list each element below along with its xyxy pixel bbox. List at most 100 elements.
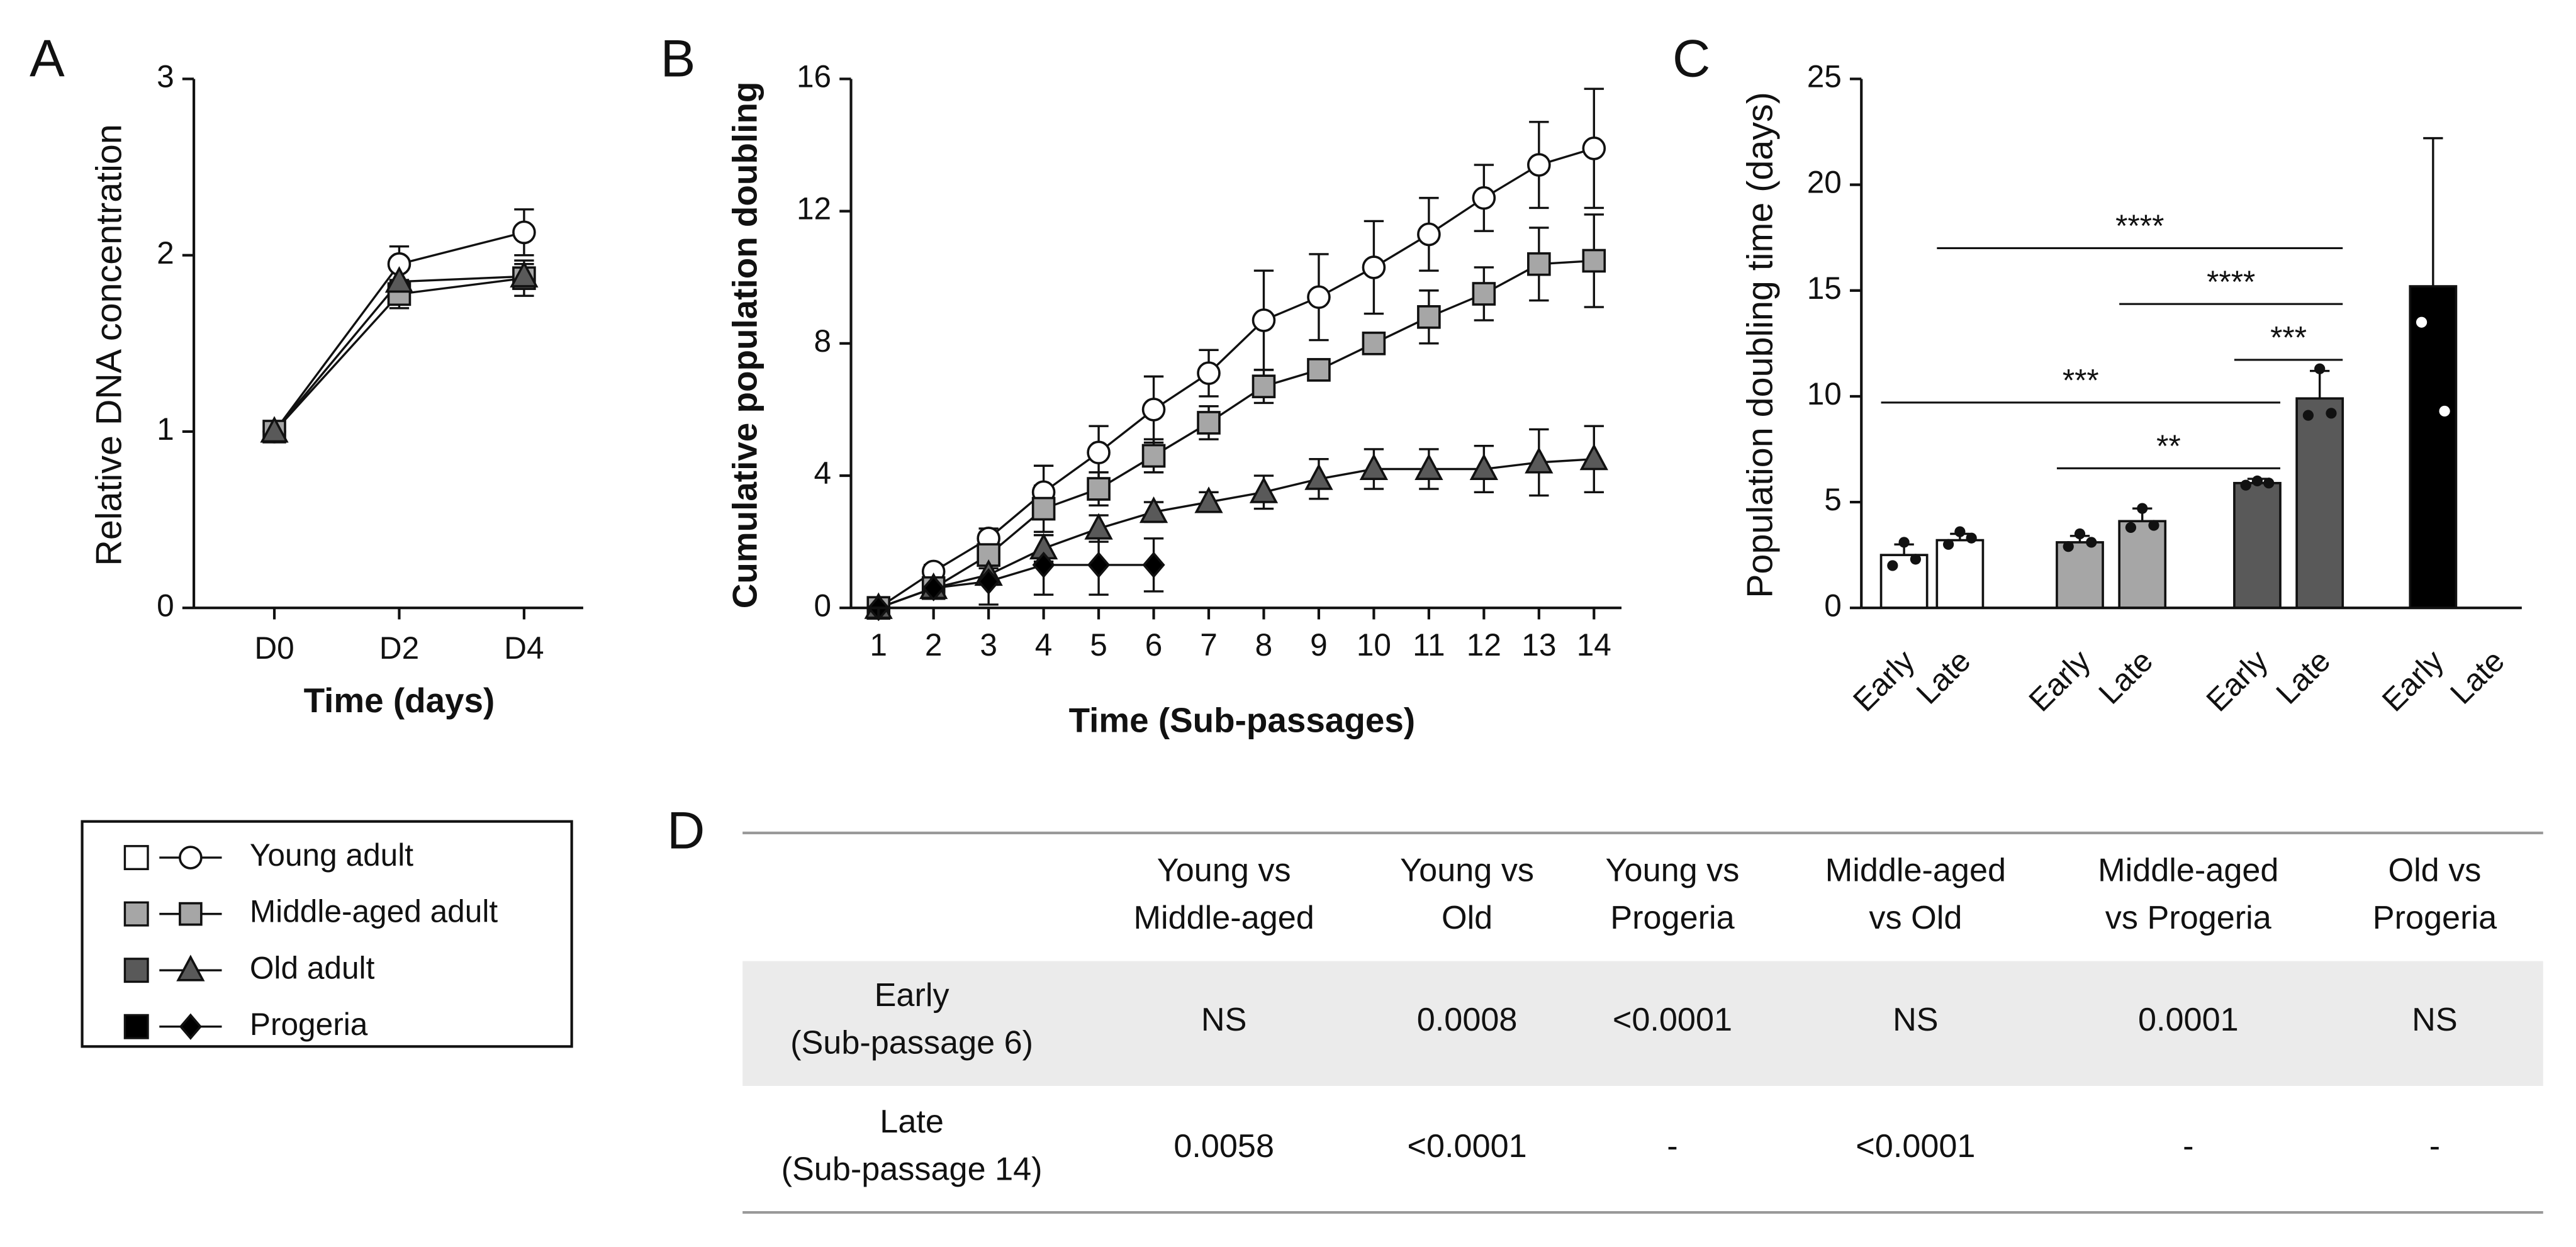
y-tick-label: 3 xyxy=(157,59,174,94)
marker xyxy=(1307,285,1331,310)
x-tick-label: 14 xyxy=(1577,627,1611,663)
data-point xyxy=(2063,541,2074,552)
column-header: Middle-aged xyxy=(1825,852,2006,888)
marker xyxy=(176,954,205,981)
table-row-shade xyxy=(742,961,2543,1086)
data-point xyxy=(1954,526,1966,537)
x-tick-label: 8 xyxy=(1255,627,1273,663)
data-point xyxy=(1898,537,1910,548)
x-tick-label: D4 xyxy=(504,630,544,666)
column-header: vs Old xyxy=(1869,900,1962,936)
y-tick-label: 0 xyxy=(1824,588,1842,623)
y-tick-label: 1 xyxy=(157,411,174,447)
data-point xyxy=(2251,475,2263,487)
y-tick-label: 2 xyxy=(157,235,174,271)
marker xyxy=(1525,447,1554,474)
marker xyxy=(1579,443,1608,471)
y-tick-label: 0 xyxy=(814,588,832,623)
bar xyxy=(2409,285,2458,610)
table-cell: NS xyxy=(1893,1002,1939,1038)
column-header: Progeria xyxy=(1610,900,1735,936)
x-tick-label: Late xyxy=(2269,643,2337,711)
marker xyxy=(512,220,536,245)
marker xyxy=(1527,153,1551,177)
marker xyxy=(1087,477,1111,501)
table-cell: 0.0001 xyxy=(2138,1002,2239,1038)
bar xyxy=(2118,520,2167,610)
data-point xyxy=(1942,539,1954,550)
x-tick-label: 3 xyxy=(980,627,997,663)
marker xyxy=(1084,513,1113,540)
error-bar xyxy=(2310,369,2330,399)
series-line xyxy=(878,564,1154,609)
data-point xyxy=(1910,554,1922,565)
marker xyxy=(179,902,203,926)
data-point xyxy=(2439,405,2450,417)
data-point xyxy=(2263,478,2275,489)
table-cell: - xyxy=(2183,1128,2193,1165)
bar xyxy=(2056,541,2104,610)
marker xyxy=(1359,453,1389,480)
x-tick-label: 10 xyxy=(1357,627,1391,663)
marker xyxy=(1141,444,1166,468)
data-point xyxy=(2326,408,2337,419)
marker xyxy=(1139,496,1168,523)
y-axis-label: Relative DNA concentration xyxy=(89,124,130,566)
x-tick-label: Late xyxy=(2092,643,2159,711)
column-header: Young vs xyxy=(1606,852,1740,888)
y-axis-label: Cumulative population doubling xyxy=(725,82,764,609)
y-tick-label: 20 xyxy=(1807,165,1842,200)
marker xyxy=(1141,398,1166,422)
error-bar xyxy=(2423,137,2443,287)
data-point xyxy=(2240,479,2251,491)
x-tick-label: 4 xyxy=(1035,627,1053,663)
column-header: vs Progeria xyxy=(2105,900,2272,936)
x-tick-label: 1 xyxy=(870,627,887,663)
bar xyxy=(1935,539,1985,610)
row-header: (Sub-passage 14) xyxy=(781,1151,1043,1188)
marker xyxy=(510,260,539,288)
legend-label: Progeria xyxy=(250,1007,368,1042)
marker xyxy=(1307,358,1331,382)
data-point xyxy=(2148,520,2159,531)
column-header: Old xyxy=(1442,900,1492,936)
data-point xyxy=(2137,503,2148,514)
marker xyxy=(179,846,203,870)
row-header: (Sub-passage 6) xyxy=(790,1025,1033,1061)
marker xyxy=(1414,453,1443,480)
x-tick-label: Late xyxy=(1910,643,1978,711)
marker xyxy=(1417,222,1441,247)
panel-letter: B xyxy=(661,28,696,87)
legend-box xyxy=(81,820,573,1048)
marker xyxy=(1362,332,1386,355)
marker xyxy=(1582,137,1606,160)
marker xyxy=(1142,551,1165,578)
row-header: Early xyxy=(875,977,949,1014)
series-line xyxy=(878,458,1594,609)
x-tick-label: 2 xyxy=(925,627,943,663)
significance-label: **** xyxy=(2207,264,2255,299)
x-tick-label: 6 xyxy=(1145,627,1163,663)
column-header: Middle-aged xyxy=(2098,852,2278,888)
data-point xyxy=(2086,537,2097,548)
legend-swatch xyxy=(123,958,149,983)
data-point xyxy=(2428,120,2439,131)
panel-letter: C xyxy=(1672,28,1710,87)
marker xyxy=(1527,252,1551,276)
marker xyxy=(1032,551,1055,578)
x-tick-label: D0 xyxy=(254,630,294,666)
marker xyxy=(1582,249,1606,273)
legend-swatch xyxy=(123,901,149,927)
marker xyxy=(977,568,1000,595)
marker xyxy=(260,416,289,443)
marker xyxy=(1304,463,1333,490)
data-point xyxy=(2416,316,2428,328)
y-tick-label: 12 xyxy=(797,191,831,226)
bar xyxy=(2233,481,2282,610)
x-tick-label: 12 xyxy=(1467,627,1501,663)
table-cell: <0.0001 xyxy=(1408,1128,1527,1165)
legend-label: Middle-aged adult xyxy=(250,894,498,929)
table-cell: 0.0058 xyxy=(1173,1128,1274,1165)
